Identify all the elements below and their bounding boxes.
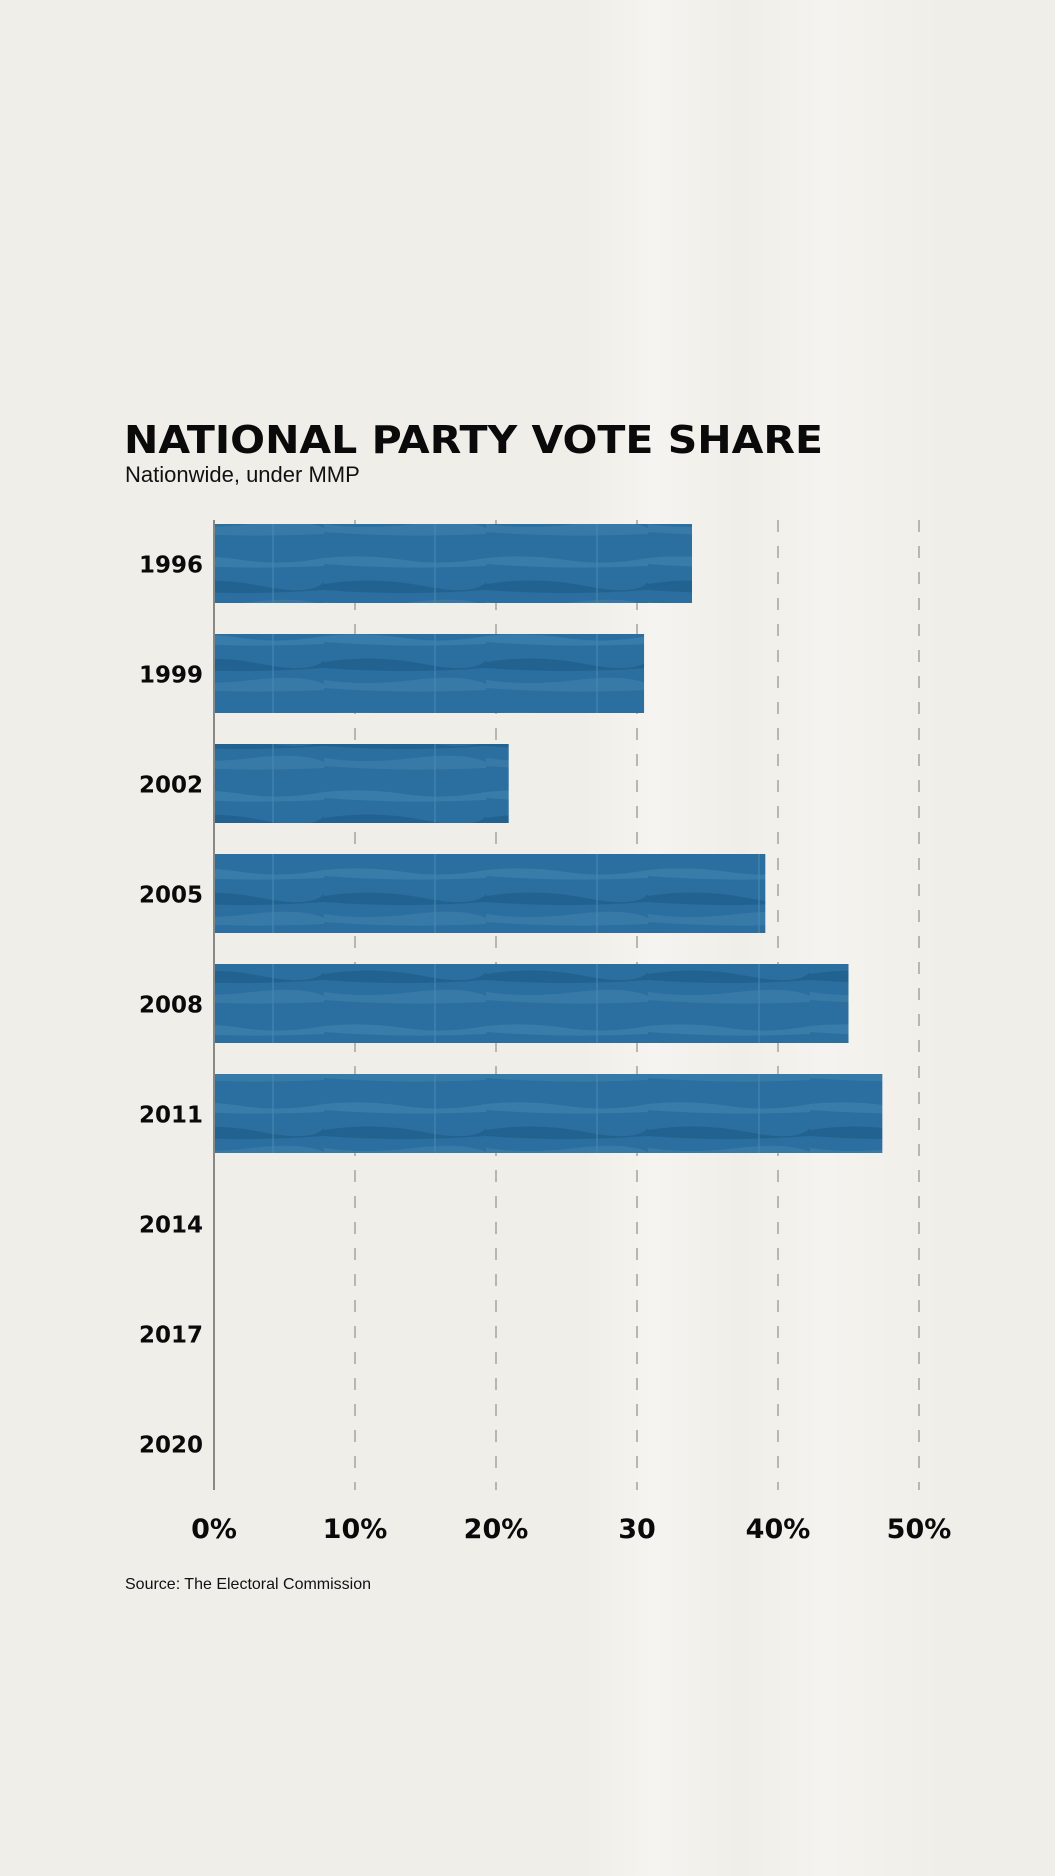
chart-subtitle: Nationwide, under MMP [125, 462, 360, 487]
bar-1999 [214, 634, 645, 713]
bar-2011 [214, 1074, 883, 1153]
bar-2002 [214, 744, 509, 823]
x-tick-label: 20% [464, 1514, 529, 1545]
chart-source: Source: The Electoral Commission [125, 1576, 372, 1593]
y-category-label: 2005 [139, 883, 203, 909]
x-tick-label: 10% [323, 1514, 388, 1545]
y-category-label: 2002 [139, 773, 203, 799]
y-category-label: 1996 [139, 553, 203, 579]
bar-2005 [214, 854, 766, 933]
bar-1996 [214, 524, 692, 603]
y-category-label: 2017 [139, 1323, 203, 1349]
x-tick-label: 40% [746, 1514, 811, 1545]
y-category-label: 2011 [139, 1103, 203, 1129]
y-category-label: 2008 [139, 993, 203, 1019]
bar-2008 [214, 964, 849, 1043]
y-category-label: 2014 [139, 1213, 203, 1239]
y-category-label: 2020 [139, 1433, 203, 1459]
x-tick-label: 0% [191, 1514, 237, 1545]
x-tick-label: 30 [618, 1514, 656, 1545]
y-category-label: 1999 [139, 663, 203, 689]
x-tick-label: 50% [887, 1514, 952, 1545]
chart-title: NATIONAL PARTY VOTE SHARE [124, 418, 824, 462]
